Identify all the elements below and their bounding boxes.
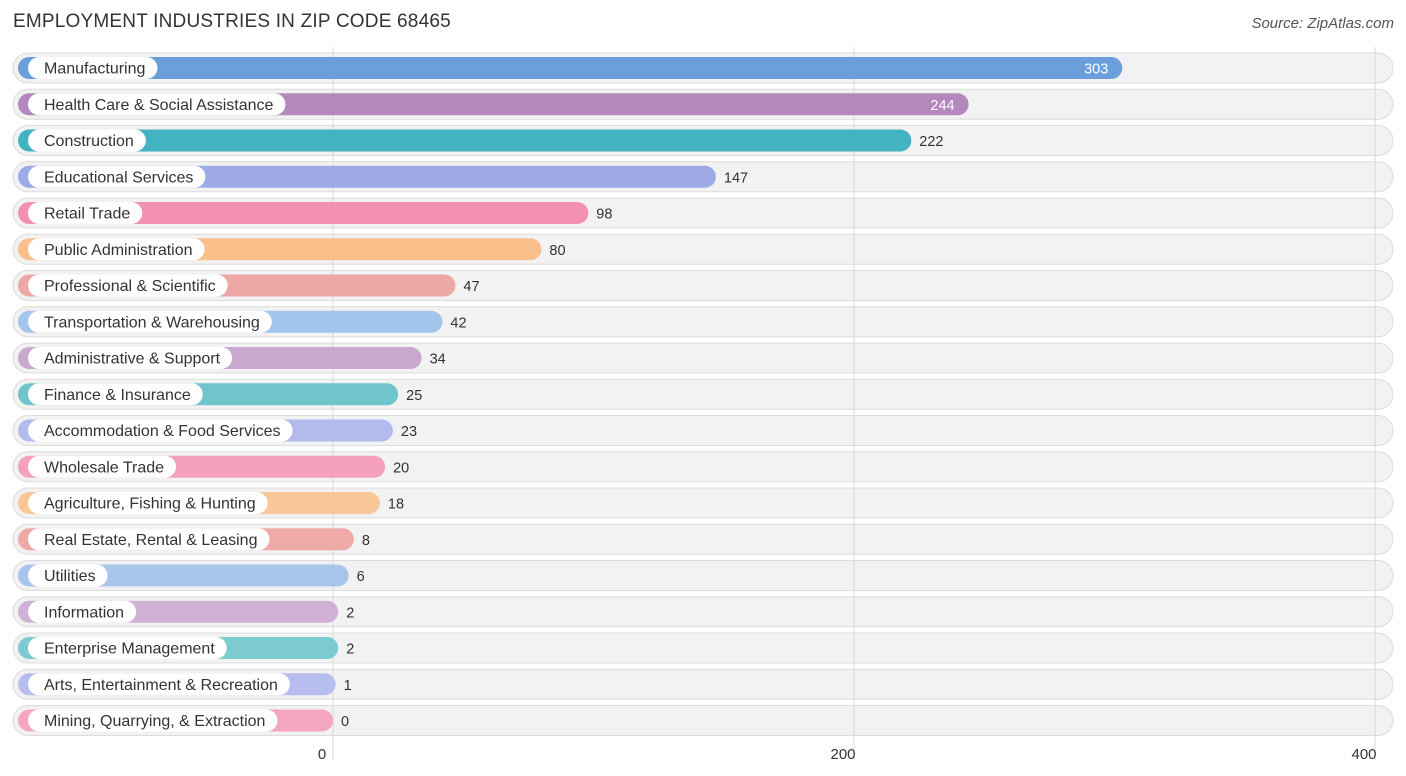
category-label-pill [28, 709, 278, 732]
category-label: Retail Trade [44, 206, 130, 223]
row-background [12, 632, 1394, 664]
category-label: Manufacturing [44, 61, 145, 78]
bar-group: Accommodation & Food Services 23 [18, 419, 417, 442]
chart-title: EMPLOYMENT INDUSTRIES IN ZIP CODE 68465 [13, 11, 451, 32]
category-label: Transportation & Warehousing [44, 314, 260, 331]
bar-group: Finance & Insurance 25 [18, 383, 422, 406]
category-label-pill [28, 310, 272, 333]
value-label: 6 [357, 569, 365, 585]
category-label-pill [28, 528, 270, 551]
category-label-pill [28, 455, 177, 478]
category-label: Construction [44, 133, 134, 150]
x-tick-label: 0 [318, 746, 326, 763]
bar-group: Wholesale Trade 20 [18, 455, 409, 478]
category-label: Enterprise Management [44, 641, 215, 658]
bar-group: Educational Services 147 [18, 165, 748, 188]
value-label: 303 [1084, 62, 1108, 78]
value-label: 222 [919, 134, 943, 150]
value-label: 2 [346, 605, 354, 621]
bar-group: Mining, Quarrying, & Extraction 0 [18, 709, 349, 732]
value-label: 0 [341, 714, 349, 730]
category-label-pill [28, 57, 158, 79]
value-label: 1 [344, 678, 352, 694]
row-background [12, 560, 1394, 591]
bar-group: Professional & Scientific 47 [18, 274, 480, 297]
category-label-pill [28, 347, 233, 369]
bar-group: Public Administration 80 [18, 238, 566, 261]
category-label-pill [28, 673, 290, 696]
bar-group: Transportation & Warehousing 42 [18, 310, 467, 333]
value-label: 147 [724, 170, 748, 186]
row-background [12, 596, 1394, 628]
category-label-pill [28, 202, 143, 224]
category-label-pill [28, 600, 137, 623]
category-label: Information [44, 604, 124, 621]
bar-group: Utilities 6 [18, 564, 365, 587]
value-label: 42 [450, 315, 466, 331]
value-label: 8 [362, 533, 370, 549]
value-label: 80 [549, 243, 565, 259]
x-tick-label: 200 [830, 746, 855, 763]
source-label: Source: ZipAtlas.com [1251, 15, 1394, 32]
row-background [12, 523, 1394, 555]
value-label: 23 [401, 424, 417, 440]
category-label-pill [28, 419, 293, 442]
category-label-pill [28, 129, 146, 152]
category-label-pill [28, 637, 227, 659]
value-label: 34 [430, 352, 446, 368]
value-label: 2 [346, 642, 354, 658]
category-label: Real Estate, Rental & Leasing [44, 532, 257, 549]
x-tick-label: 400 [1351, 746, 1376, 763]
category-label: Public Administration [44, 242, 193, 259]
bar [18, 129, 912, 152]
bar [18, 57, 1123, 79]
category-label: Arts, Entertainment & Recreation [44, 677, 278, 694]
value-label: 47 [463, 279, 479, 295]
category-label-pill [28, 93, 286, 116]
bar-group: Manufacturing 303 [18, 57, 1123, 79]
x-axis-ticks: 0 200 400 [318, 746, 1377, 763]
bar-group: Construction 222 [18, 129, 944, 152]
category-label: Educational Services [44, 169, 193, 186]
bars: Manufacturing 303 Health Care & Social Ass… [18, 57, 1123, 732]
category-label: Mining, Quarrying, & Extraction [44, 713, 265, 730]
bar-group: Arts, Entertainment & Recreation 1 [18, 673, 352, 696]
bar-group: Enterprise Management 2 [18, 637, 354, 659]
row-background [12, 705, 1394, 736]
value-label: 98 [596, 207, 612, 223]
category-label-pill [28, 274, 228, 297]
bar-group: Agriculture, Fishing & Hunting 18 [18, 492, 404, 514]
category-label: Utilities [44, 568, 96, 585]
category-label-pill [28, 165, 206, 188]
bar-group: Real Estate, Rental & Leasing 8 [18, 528, 370, 551]
bar-group: Information 2 [18, 600, 354, 623]
category-label: Health Care & Social Assistance [44, 97, 274, 114]
category-label: Accommodation & Food Services [44, 423, 281, 440]
bar-group: Administrative & Support 34 [18, 347, 446, 369]
category-label-pill [28, 564, 108, 587]
value-label: 18 [388, 497, 404, 513]
value-label: 20 [393, 460, 409, 476]
category-label: Administrative & Support [44, 351, 221, 368]
category-label: Professional & Scientific [44, 278, 216, 295]
category-label: Wholesale Trade [44, 459, 164, 476]
category-label-pill [28, 492, 268, 514]
category-label-pill [28, 383, 203, 406]
category-label-pill [28, 238, 205, 261]
value-label: 25 [406, 388, 422, 404]
category-label: Finance & Insurance [44, 387, 191, 404]
category-label: Agriculture, Fishing & Hunting [44, 496, 256, 513]
bar-group: Retail Trade 98 [18, 202, 612, 224]
value-label: 244 [930, 98, 954, 114]
bar-group: Health Care & Social Assistance 244 [18, 93, 969, 116]
bar [18, 202, 589, 224]
row-background [12, 668, 1394, 700]
